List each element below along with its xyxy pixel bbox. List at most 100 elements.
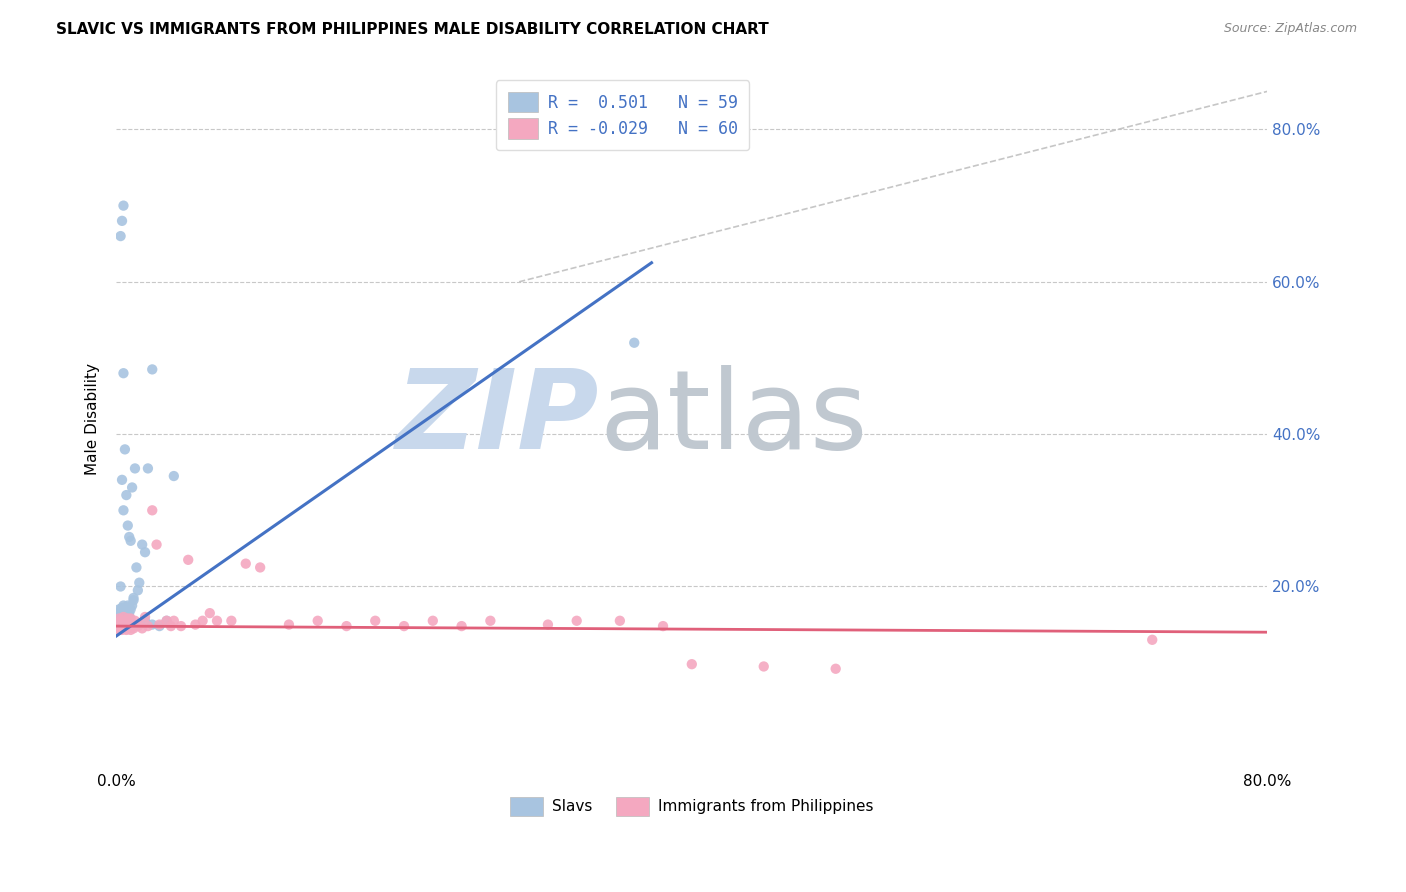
Point: [111, 473, 134, 487]
Point: [112, 199, 135, 213]
Point: [120, 533, 142, 548]
Point: [112, 366, 135, 380]
Point: [117, 611, 139, 625]
Point: [136, 619, 159, 633]
Point: [127, 619, 149, 633]
Point: [134, 614, 156, 628]
Point: [128, 575, 150, 590]
Point: [110, 614, 132, 628]
Point: [115, 623, 138, 637]
Point: [141, 617, 163, 632]
Point: [205, 614, 228, 628]
Point: [111, 600, 134, 615]
Point: [148, 619, 170, 633]
Point: [170, 619, 193, 633]
Point: [121, 480, 143, 494]
Point: [249, 560, 271, 574]
Text: Source: ZipAtlas.com: Source: ZipAtlas.com: [1223, 22, 1357, 36]
Point: [681, 657, 703, 672]
Point: [120, 623, 142, 637]
Point: [112, 606, 135, 620]
Point: [108, 615, 131, 630]
Point: [108, 608, 131, 623]
Point: [131, 538, 153, 552]
Point: [156, 614, 179, 628]
Point: [221, 614, 243, 628]
Point: [115, 608, 138, 623]
Point: [148, 617, 170, 632]
Point: [565, 614, 588, 628]
Point: [114, 604, 136, 618]
Point: [1142, 632, 1164, 647]
Point: [110, 229, 132, 244]
Point: [111, 606, 134, 620]
Point: [122, 591, 145, 605]
Point: [479, 614, 502, 628]
Point: [108, 614, 131, 628]
Point: [110, 614, 132, 628]
Point: [235, 557, 257, 571]
Point: [609, 614, 631, 628]
Point: [108, 611, 131, 625]
Point: [112, 610, 135, 624]
Point: [114, 614, 136, 628]
Point: [122, 621, 145, 635]
Point: [108, 623, 131, 637]
Point: [141, 362, 163, 376]
Point: [107, 611, 129, 625]
Point: [652, 619, 675, 633]
Point: [114, 621, 136, 635]
Point: [112, 615, 135, 630]
Point: [392, 619, 415, 633]
Point: [121, 617, 143, 632]
Point: [136, 461, 159, 475]
Point: [450, 619, 472, 633]
Point: [198, 606, 221, 620]
Point: [110, 580, 132, 594]
Point: [108, 619, 131, 633]
Point: [156, 614, 179, 628]
Point: [160, 619, 183, 633]
Point: [120, 602, 142, 616]
Point: [177, 553, 200, 567]
Point: [110, 621, 132, 635]
Point: [118, 610, 141, 624]
Point: [277, 617, 299, 632]
Point: [115, 600, 138, 615]
Point: [115, 488, 138, 502]
Point: [112, 614, 135, 628]
Text: ZIP: ZIP: [396, 366, 600, 473]
Point: [112, 503, 135, 517]
Legend: Slavs, Immigrants from Philippines: Slavs, Immigrants from Philippines: [501, 788, 883, 825]
Point: [117, 599, 139, 613]
Point: [364, 614, 387, 628]
Point: [122, 593, 145, 607]
Point: [127, 617, 149, 632]
Point: [824, 662, 846, 676]
Point: [127, 583, 149, 598]
Point: [117, 606, 139, 620]
Text: atlas: atlas: [600, 366, 869, 473]
Point: [145, 538, 167, 552]
Point: [124, 461, 146, 475]
Point: [134, 610, 156, 624]
Point: [107, 621, 129, 635]
Point: [115, 614, 138, 628]
Text: SLAVIC VS IMMIGRANTS FROM PHILIPPINES MALE DISABILITY CORRELATION CHART: SLAVIC VS IMMIGRANTS FROM PHILIPPINES MA…: [56, 22, 769, 37]
Point: [115, 611, 138, 625]
Point: [114, 442, 136, 457]
Point: [111, 623, 134, 637]
Point: [335, 619, 357, 633]
Point: [107, 617, 129, 632]
Point: [111, 214, 134, 228]
Point: [125, 560, 148, 574]
Point: [110, 604, 132, 618]
Point: [111, 617, 134, 632]
Point: [752, 659, 775, 673]
Point: [121, 599, 143, 613]
Point: [118, 530, 141, 544]
Point: [134, 545, 156, 559]
Point: [108, 602, 131, 616]
Point: [112, 614, 135, 628]
Point: [111, 614, 134, 628]
